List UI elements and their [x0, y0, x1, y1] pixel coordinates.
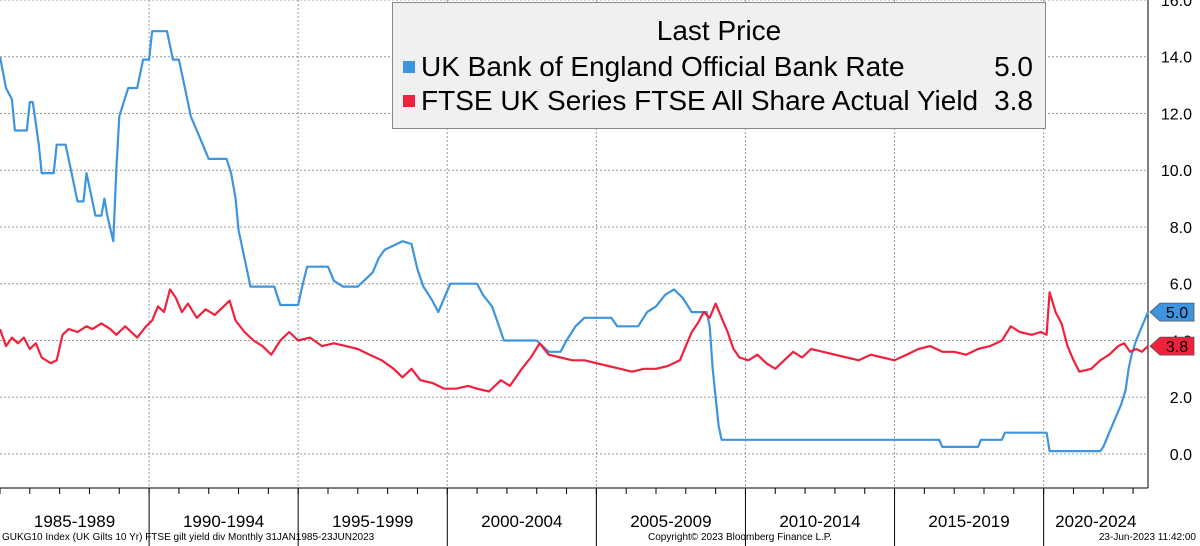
x-period-label: 1990-1994	[183, 512, 264, 531]
series-line-ftse-yield	[0, 288, 1149, 393]
last-price-tag-bank-rate	[1149, 302, 1195, 322]
legend-swatch-bank-rate	[403, 61, 415, 73]
legend-swatch-ftse-yield	[403, 95, 415, 107]
last-price-tag-ftse-yield	[1149, 336, 1195, 356]
x-period-label: 2020-2024	[1055, 512, 1136, 531]
series-lines	[0, 30, 1150, 453]
last-price-value-ftse-yield: 3.8	[1166, 339, 1188, 356]
x-period-label: 2005-2009	[630, 512, 711, 531]
legend-box: Last Price UK Bank of England Official B…	[392, 2, 1046, 129]
footer-source: GUKG10 Index (UK Gilts 10 Yr) FTSE gilt …	[2, 532, 375, 543]
footer-timestamp: 23-Jun-2023 11:42:00	[1098, 532, 1196, 543]
legend-value-bank-rate: 5.0	[994, 51, 1033, 82]
x-period-label: 2000-2004	[481, 512, 562, 531]
legend-label-bank-rate: UK Bank of England Official Bank Rate	[421, 51, 905, 82]
x-period-labels: 1985-1989 1990-1994 1995-1999 2000-2004 2005…	[34, 512, 1137, 531]
x-period-label: 1985-1989	[34, 512, 115, 531]
x-period-label: 1995-1999	[332, 512, 413, 531]
y-tick-label: 16.0	[1161, 0, 1192, 10]
legend-label-ftse-yield: FTSE UK Series FTSE All Share Actual Yie…	[421, 85, 979, 116]
last-price-labels: 5.0 3.8	[1149, 302, 1195, 356]
series-line-bank-rate	[0, 30, 1150, 453]
y-tick-label: 2.0	[1170, 390, 1192, 407]
y-tick-labels: 0.02.04.06.08.010.012.014.016.0	[1161, 0, 1192, 464]
last-price-value-bank-rate: 5.0	[1166, 305, 1188, 322]
y-tick-label: 14.0	[1161, 50, 1192, 67]
legend-title: Last Price	[656, 15, 782, 46]
legend-value-ftse-yield: 3.8	[994, 85, 1033, 116]
legend-entry-ftse-yield: FTSE UK Series FTSE All Share Actual Yie…	[403, 85, 1033, 119]
axes	[0, 0, 1149, 546]
footer-copyright: Copyright© 2023 Bloomberg Finance L.P.	[648, 532, 832, 543]
x-period-label: 2010-2014	[779, 512, 860, 531]
y-tick-label: 8.0	[1170, 220, 1192, 237]
y-tick-label: 10.0	[1161, 163, 1192, 180]
legend-entry-bank-rate: UK Bank of England Official Bank Rate 5.…	[403, 51, 1033, 85]
y-tick-label: 12.0	[1161, 106, 1192, 123]
y-tick-label: 6.0	[1170, 277, 1192, 294]
x-period-label: 2015-2019	[928, 512, 1009, 531]
y-tick-label: 0.0	[1170, 447, 1192, 464]
